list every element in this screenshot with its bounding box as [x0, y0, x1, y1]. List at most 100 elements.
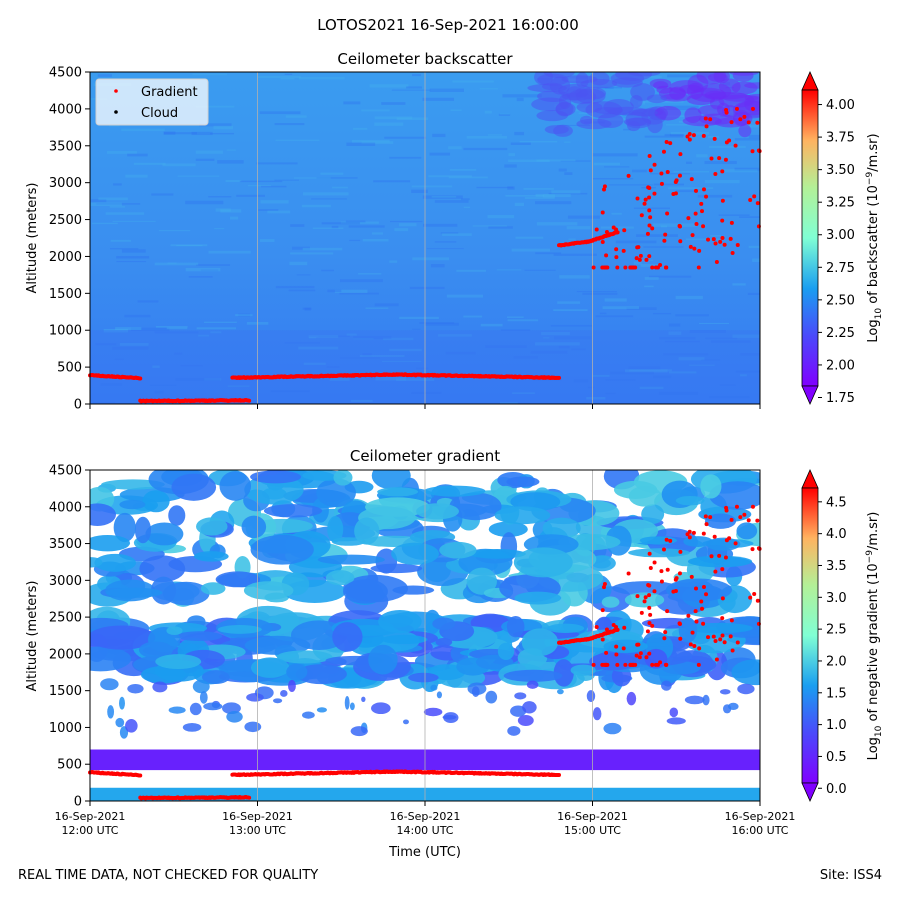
- backscatter-streak: [316, 177, 358, 179]
- gradient-layer-patch: [377, 487, 419, 497]
- top-gradient-point: [701, 224, 706, 229]
- bottom-gradient-point: [752, 592, 757, 597]
- backscatter-streak: [440, 232, 459, 234]
- backscatter-streak: [519, 140, 558, 143]
- backscatter-streak: [535, 201, 572, 205]
- backscatter-streak: [106, 151, 137, 154]
- backscatter-streak: [91, 199, 107, 203]
- bottom-gradient-point: [653, 662, 658, 667]
- bottom-gradient-point: [614, 644, 619, 649]
- bottom-xtick-label: 16-Sep-2021: [55, 810, 126, 823]
- colorbar-tick-label: 2.75: [826, 261, 855, 276]
- backscatter-streak: [430, 264, 445, 268]
- bottom-gradient-point: [604, 650, 609, 655]
- bottom-gradient-point: [750, 547, 755, 552]
- backscatter-streak: [696, 154, 708, 158]
- gradient-layer-patch: [547, 623, 585, 634]
- colorbar-tick-label: 2.5: [826, 623, 847, 638]
- backscatter-streak: [530, 350, 568, 354]
- bottom-gradient-point: [709, 554, 714, 559]
- bottom-xtick-label: 12:00 UTC: [61, 824, 118, 837]
- backscatter-streak: [109, 248, 139, 250]
- top-ytick-label: 3000: [49, 176, 82, 191]
- backscatter-streak: [685, 238, 725, 241]
- top-gradient-point: [720, 169, 725, 174]
- backscatter-streak: [175, 378, 221, 381]
- backscatter-streak: [480, 323, 503, 327]
- bottom-gradient-point: [602, 585, 607, 590]
- top-gradient-point: [720, 198, 725, 203]
- backscatter-streak: [362, 353, 372, 357]
- top-ytick-label: 4500: [49, 66, 82, 81]
- backscatter-streak: [375, 377, 406, 381]
- gradient-small-patch: [661, 680, 672, 691]
- gradient-small-patch: [684, 695, 705, 705]
- backscatter-streak: [105, 212, 145, 215]
- bottom-gradient-point: [665, 567, 670, 572]
- backscatter-streak: [258, 209, 279, 211]
- colorbar-extend-bottom-max: [801, 469, 819, 489]
- bottom-gradient-point: [713, 638, 718, 643]
- backscatter-streak: [326, 366, 340, 368]
- top-gradient-point: [594, 227, 599, 232]
- colorbar-tick-label: 1.75: [826, 391, 855, 406]
- bottom-gradient-point: [701, 531, 706, 536]
- backscatter-streak: [541, 332, 570, 336]
- top-gradient-point: [748, 197, 753, 202]
- backscatter-streak: [484, 110, 492, 114]
- bottom-gradient-point: [678, 636, 683, 641]
- backscatter-streak: [608, 184, 653, 186]
- backscatter-streak: [633, 207, 671, 209]
- gradient-layer-patch: [90, 646, 132, 672]
- colorbar-tick-label: 1.5: [826, 686, 847, 701]
- gradient-small-patch: [203, 702, 223, 711]
- backscatter-streak: [431, 196, 457, 198]
- backscatter-streak: [274, 123, 305, 126]
- backscatter-streak: [320, 172, 344, 175]
- backscatter-streak: [548, 192, 588, 195]
- backscatter-streak: [649, 173, 690, 175]
- backscatter-streak: [434, 200, 469, 203]
- backscatter-streak: [536, 222, 578, 226]
- backscatter-streak: [416, 367, 429, 370]
- top-gradient-point: [647, 195, 652, 200]
- top-ytick-label: 1000: [49, 324, 82, 339]
- top-gradient-point: [728, 236, 733, 241]
- top-ytick-label: 3500: [49, 139, 82, 154]
- backscatter-streak: [308, 335, 339, 338]
- backscatter-streak: [675, 190, 698, 193]
- top-ytick-label: 500: [57, 361, 82, 376]
- backscatter-streak: [611, 212, 622, 215]
- backscatter-streak: [442, 233, 472, 236]
- gradient-layer-patch: [286, 663, 308, 681]
- backscatter-streak: [345, 220, 366, 223]
- backscatter-streak: [163, 132, 198, 135]
- gradient-layer-patch: [342, 579, 388, 604]
- backscatter-streak: [174, 352, 183, 355]
- bottom-gradient-point: [685, 532, 690, 537]
- top-gradient-point: [604, 253, 609, 258]
- backscatter-streak: [557, 301, 581, 304]
- top-gradient-point: [626, 173, 631, 178]
- backscatter-streak: [361, 109, 390, 112]
- top-gradient-point: [659, 181, 664, 186]
- gradient-layer-patch: [276, 650, 333, 664]
- backscatter-streak: [348, 225, 385, 228]
- backscatter-streak: [180, 365, 203, 367]
- backscatter-streak: [406, 86, 422, 89]
- gradient-layer-patch: [488, 521, 528, 537]
- gradient-layer-patch: [134, 516, 152, 544]
- backscatter-streak: [96, 203, 141, 205]
- gradient-small-patch: [485, 690, 498, 704]
- top-ytick-label: 1500: [49, 287, 82, 302]
- top-gradient-point: [647, 254, 652, 259]
- top-gradient-point: [647, 154, 652, 159]
- backscatter-streak: [332, 186, 348, 189]
- top-gradient-point: [708, 117, 713, 122]
- backscatter-streak: [210, 132, 235, 135]
- backscatter-streak: [369, 84, 409, 88]
- backscatter-streak: [644, 277, 659, 280]
- backscatter-streak: [665, 124, 697, 126]
- figure-title: LOTOS2021 16-Sep-2021 16:00:00: [317, 16, 579, 34]
- backscatter-streak: [292, 246, 310, 250]
